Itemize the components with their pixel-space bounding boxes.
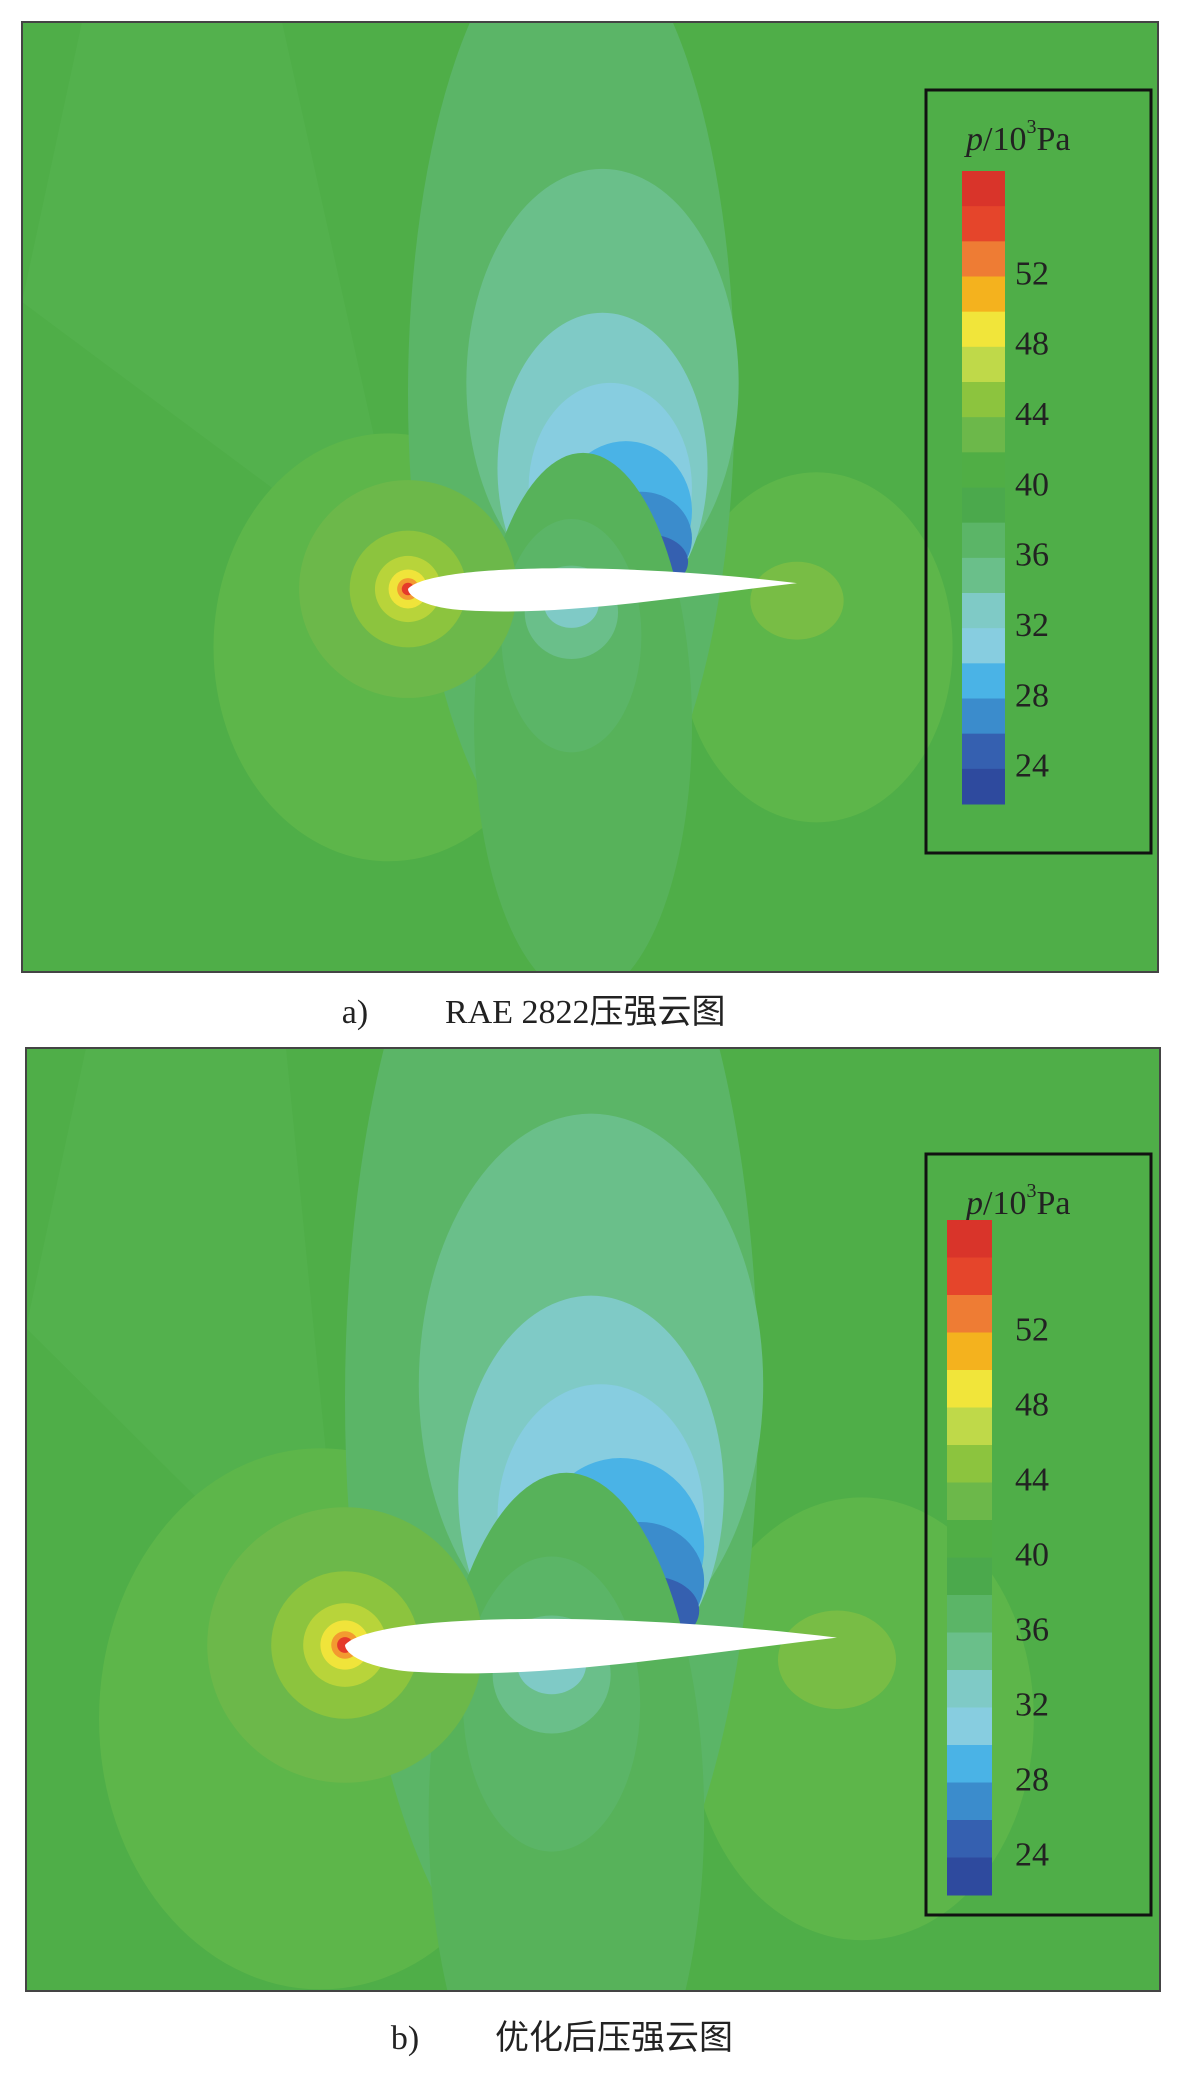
colorbar-band [947, 1670, 992, 1708]
contour [777, 1610, 897, 1709]
colorbar-band [962, 417, 1005, 453]
colorbar-band [962, 698, 1005, 735]
colorbar-band [962, 382, 1005, 418]
field-band [22, 22, 408, 589]
caption-text: RAE 2822压强云图 [445, 994, 726, 1031]
colorbar-tick-label: 24 [1015, 748, 1049, 785]
colorbar-band [947, 1632, 992, 1671]
colorbar-tick-label: 44 [1015, 396, 1049, 433]
colorbar-band [962, 628, 1005, 664]
colorbar-tick-label: 32 [1015, 1686, 1049, 1723]
airfoil [408, 568, 797, 612]
colorbar-band [947, 1407, 992, 1446]
legend-box [924, 1152, 1153, 1917]
colorbar-tick-label: 52 [1015, 255, 1049, 292]
colorbar-band [962, 452, 1005, 488]
colorbar-band [962, 593, 1005, 629]
colorbar-band [962, 663, 1005, 699]
colorbar-band [947, 1707, 992, 1746]
legend-symbol: p [964, 1185, 983, 1222]
legend-box [924, 88, 1153, 855]
legend-symbol: p [964, 121, 983, 158]
legend-unit: /10 [983, 121, 1026, 158]
colorbar-band [962, 276, 1005, 313]
colorbar-tick-label: 48 [1015, 1386, 1049, 1423]
colorbar-band [962, 733, 1005, 770]
contour [750, 561, 844, 640]
colorbar-band [962, 768, 1005, 805]
colorbar-band [947, 1445, 992, 1483]
caption-label: b) [391, 2020, 419, 2057]
colorbar-band [962, 311, 1005, 348]
legend-unit: /10 [983, 1185, 1026, 1222]
plot-frame [21, 21, 1159, 973]
colorbar-band [962, 487, 1005, 524]
caption-text: 优化后压强云图 [495, 2019, 733, 2057]
legend-title: p/103Pa [964, 1180, 1070, 1222]
colorbar-band [947, 1520, 992, 1558]
colorbar-tick-label: 40 [1015, 1536, 1049, 1573]
legend-unit-suffix: Pa [1036, 1185, 1070, 1222]
colorbar-band [947, 1557, 992, 1596]
colorbar-band [962, 522, 1005, 559]
legend-title: p/103Pa [964, 116, 1070, 158]
colorbar-band [947, 1332, 992, 1371]
caption-label: a) [342, 994, 368, 1031]
colorbar-band [947, 1482, 992, 1521]
colorbar-band [947, 1595, 992, 1633]
plot-frame [25, 1047, 1161, 1992]
colorbar-band [947, 1782, 992, 1821]
colorbar-band [947, 1745, 992, 1783]
colorbar-tick-label: 28 [1015, 1761, 1049, 1798]
colorbar-tick-label: 24 [1015, 1836, 1049, 1873]
colorbar-tick-label: 44 [1015, 1461, 1049, 1498]
contour [680, 472, 953, 823]
legend-exponent: 3 [1026, 116, 1036, 138]
colorbar-band [962, 557, 1005, 594]
colorbar-band [962, 206, 1005, 242]
legend-unit-suffix: Pa [1036, 121, 1070, 158]
colorbar-band [962, 241, 1005, 277]
colorbar-band [947, 1370, 992, 1408]
airfoil [345, 1618, 837, 1674]
colorbar-tick-label: 52 [1015, 1311, 1049, 1348]
colorbar-band [962, 346, 1005, 383]
colorbar-tick-label: 36 [1015, 1611, 1049, 1648]
colorbar-tick-label: 32 [1015, 607, 1049, 644]
colorbar-tick-label: 48 [1015, 326, 1049, 363]
colorbar-tick-label: 40 [1015, 466, 1049, 503]
colorbar-band [947, 1295, 992, 1333]
colorbar-band [962, 171, 1005, 207]
colorbar-band [947, 1220, 992, 1258]
legend-exponent: 3 [1026, 1180, 1036, 1202]
colorbar-band [947, 1257, 992, 1296]
colorbar-band [947, 1820, 992, 1858]
colorbar-tick-label: 36 [1015, 537, 1049, 574]
colorbar-band [947, 1857, 992, 1896]
colorbar-tick-label: 28 [1015, 677, 1049, 714]
